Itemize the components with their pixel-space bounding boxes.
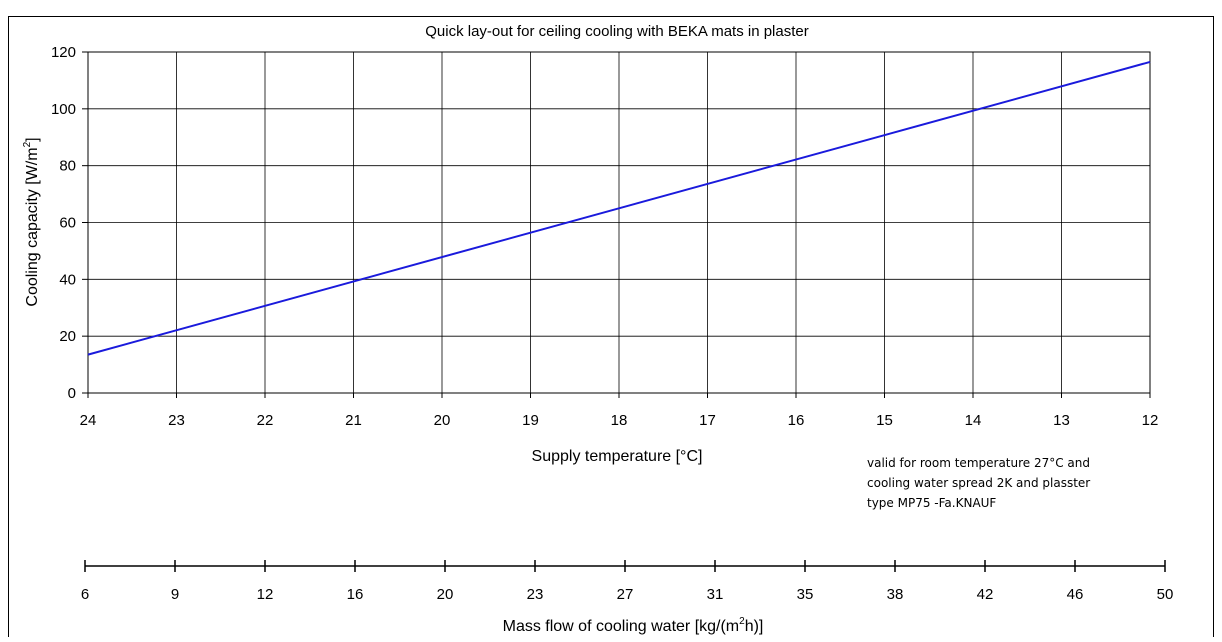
note-block: valid for room temperature 27°C and cool… bbox=[867, 456, 1090, 510]
secondary-tick-label: 50 bbox=[1157, 586, 1174, 603]
y-tick-label: 100 bbox=[51, 101, 76, 118]
y-axis: 0 20 40 60 80 100 120 bbox=[51, 44, 88, 402]
y-tick-label: 120 bbox=[51, 44, 76, 61]
y-tick-label: 20 bbox=[59, 328, 76, 345]
note-line-2: cooling water spread 2K and plasster bbox=[867, 476, 1090, 490]
secondary-tick-label: 38 bbox=[887, 586, 904, 603]
x-tick-label: 16 bbox=[788, 412, 805, 429]
x-tick-label: 24 bbox=[80, 412, 97, 429]
y-tick-label: 80 bbox=[59, 158, 76, 175]
secondary-tick-label: 31 bbox=[707, 586, 724, 603]
gridlines bbox=[87, 51, 1151, 394]
x-tick-label: 17 bbox=[699, 412, 716, 429]
secondary-axis-label: Mass flow of cooling water [kg/(m2h)] bbox=[503, 616, 764, 635]
x-tick-label: 20 bbox=[434, 412, 451, 429]
x-tick-label: 22 bbox=[257, 412, 274, 429]
y-axis-label-main: Cooling capacity [W/m bbox=[24, 147, 41, 306]
secondary-tick-label: 35 bbox=[797, 586, 814, 603]
secondary-tick-label: 46 bbox=[1067, 586, 1084, 603]
chart-title: Quick lay-out for ceiling cooling with B… bbox=[425, 23, 809, 40]
x-axis: 24 23 22 21 20 19 18 17 16 15 14 13 12 bbox=[80, 393, 1159, 429]
secondary-axis-label-main: Mass flow of cooling water [kg/(m bbox=[503, 618, 740, 635]
x-tick-label: 21 bbox=[345, 412, 362, 429]
y-axis-label-tail: ] bbox=[24, 137, 41, 141]
x-tick-label: 18 bbox=[611, 412, 628, 429]
secondary-axis-label-sup: 2 bbox=[739, 616, 745, 627]
x-tick-label: 12 bbox=[1142, 412, 1159, 429]
y-axis-label-sup: 2 bbox=[22, 141, 33, 147]
x-tick-label: 23 bbox=[168, 412, 185, 429]
series-group bbox=[87, 60, 1151, 356]
secondary-tick-label: 42 bbox=[977, 586, 994, 603]
note-line-1: valid for room temperature 27°C and bbox=[867, 456, 1090, 470]
x-tick-label: 14 bbox=[965, 412, 982, 429]
secondary-tick-label: 12 bbox=[257, 586, 274, 603]
secondary-tick-label: 9 bbox=[171, 586, 179, 603]
secondary-axis: 6 9 12 16 20 23 27 31 35 38 42 46 50 bbox=[81, 560, 1174, 603]
secondary-axis-label-tail: h)] bbox=[745, 618, 764, 635]
note-line-3: type MP75 -Fa.KNAUF bbox=[867, 496, 996, 510]
secondary-tick-label: 23 bbox=[527, 586, 544, 603]
y-tick-label: 60 bbox=[59, 215, 76, 232]
x-axis-label: Supply temperature [°C] bbox=[532, 448, 703, 465]
series-line bbox=[87, 60, 1151, 356]
y-axis-label: Cooling capacity [W/m2] bbox=[22, 137, 41, 306]
x-tick-label: 19 bbox=[522, 412, 539, 429]
secondary-tick-label: 27 bbox=[617, 586, 634, 603]
x-tick-label: 15 bbox=[876, 412, 893, 429]
y-tick-label: 40 bbox=[59, 271, 76, 288]
secondary-tick-label: 16 bbox=[347, 586, 364, 603]
y-tick-label: 0 bbox=[68, 385, 76, 402]
outer-border bbox=[8, 16, 1214, 642]
x-tick-label: 13 bbox=[1053, 412, 1070, 429]
secondary-tick-label: 20 bbox=[437, 586, 454, 603]
secondary-tick-label: 6 bbox=[81, 586, 89, 603]
